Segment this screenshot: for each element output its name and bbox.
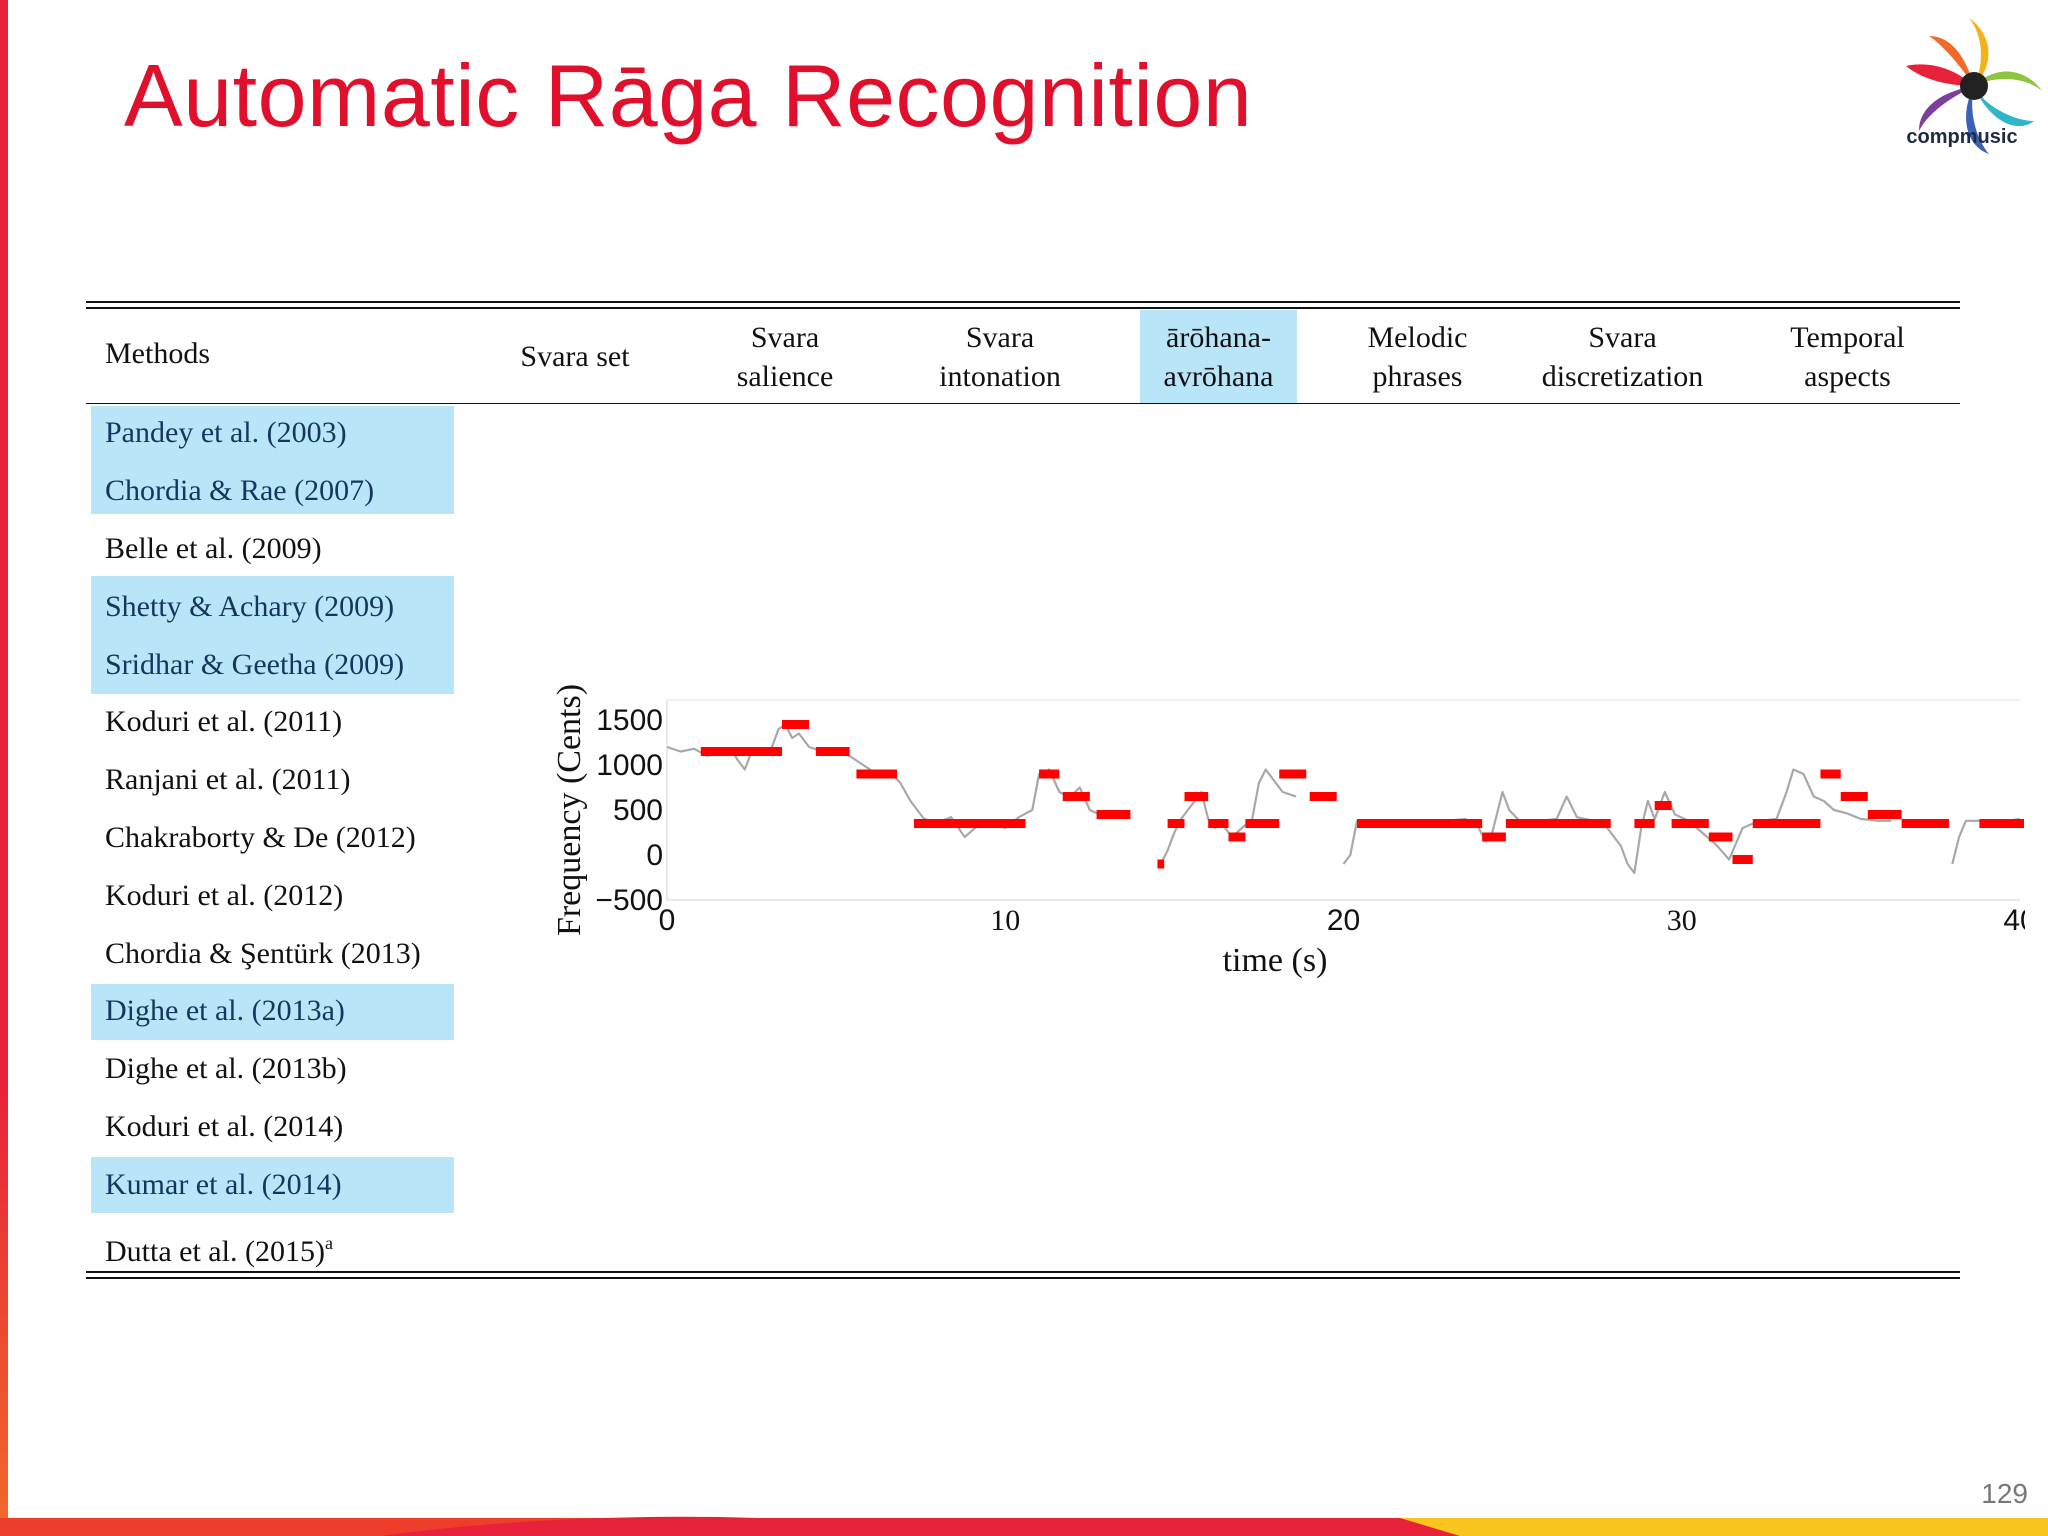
header-svara-salience: Svara salience [736, 321, 834, 393]
svara-segment-bar [1901, 819, 1949, 828]
y-tick-label: 500 [613, 794, 663, 827]
x-tick-label: 40 [2003, 904, 2025, 937]
method-name: Dutta et al. (2015) [105, 1235, 325, 1268]
method-row: Chordia & Rae (2007) [105, 474, 375, 507]
y-tick-label: 1000 [596, 749, 663, 782]
svara-segment-bar [1708, 832, 1733, 842]
method-row: Dighe et al. (2013a) [105, 994, 345, 1027]
x-tick-label: 20 [1327, 904, 1360, 937]
svara-segment-bar [1062, 792, 1090, 801]
header-arohana-avrohana: ārōhana- avrōhana [1163, 321, 1274, 393]
x-tick-label: 10 [990, 904, 1020, 937]
method-row: Sridhar & Geetha (2009) [105, 648, 405, 681]
svara-segment-bar [1309, 792, 1337, 801]
bottom-decoration [0, 1516, 2048, 1536]
svara-segment-bar [1184, 792, 1209, 801]
method-row: Belle et al. (2009) [105, 532, 322, 565]
method-row: Ranjani et al. (2011) [105, 763, 351, 796]
footnote-marker: a [324, 1233, 333, 1253]
method-highlight-group [91, 576, 454, 694]
x-tick-label: 0 [659, 904, 676, 937]
x-tick-label: 30 [1667, 904, 1697, 937]
page-number: 129 [1981, 1478, 2028, 1509]
svara-segment-bar [815, 747, 850, 756]
svara-segment-bar [1208, 819, 1229, 828]
method-highlight-group [91, 984, 454, 1040]
svara-segment-bar [1157, 859, 1165, 869]
method-row: Dutta et al. (2015)a [105, 1223, 333, 1272]
header-svara-set: Svara set [520, 340, 630, 373]
y-tick-label: −500 [595, 884, 663, 917]
svara-segment-bar [1634, 819, 1655, 828]
svara-segment-bar [1357, 819, 1483, 828]
svara-segment-bar [1482, 832, 1506, 842]
logo-pinwheel [1906, 18, 2042, 154]
svara-segment-bar [1654, 801, 1672, 810]
svara-segment-bar [1096, 810, 1131, 819]
svara-segment-bar [1820, 769, 1841, 779]
table-top-rule-2 [86, 307, 1960, 309]
svara-segment-bar [700, 747, 783, 756]
header-methods: Methods [105, 337, 210, 370]
y-tick-label: 1500 [596, 704, 663, 737]
header-svara-discretization: Svara discretization [1541, 321, 1704, 393]
method-row: Koduri et al. (2012) [105, 879, 344, 912]
y-axis-label: Frequency (Cents) [551, 684, 588, 936]
x-axis-label: time (s) [1223, 942, 1328, 979]
svara-segment-bar [913, 819, 1026, 828]
method-row: Shetty & Achary (2009) [105, 590, 395, 623]
method-row: Koduri et al. (2014) [105, 1110, 344, 1143]
svara-segment-bar [1671, 819, 1709, 828]
slide-title: Automatic Rāga Recognition [124, 46, 1253, 145]
svara-segment-bar [1245, 819, 1280, 828]
svara-segment-bar [1039, 769, 1060, 779]
svara-segment-bar [1505, 819, 1611, 828]
header-temporal-aspects: Temporal aspects [1790, 321, 1905, 393]
svara-segment-bar [1867, 810, 1902, 819]
svara-segment-bar [1979, 819, 2024, 828]
compmusic-logo-icon [1906, 18, 2042, 154]
method-row: Chordia & Şentürk (2013) [105, 937, 421, 970]
table-header-rule [86, 403, 1960, 404]
arohana-header-highlight [1140, 310, 1297, 403]
pitch-contour-line [666, 723, 1104, 839]
header-melodic-phrases: Melodic phrases [1367, 321, 1468, 393]
table-bottom-rule-2 [86, 1277, 1960, 1279]
svara-segment-bar [1228, 832, 1246, 842]
method-row: Kumar et al. (2014) [105, 1168, 342, 1201]
svara-segment-bar [1732, 855, 1753, 864]
method-highlight-group [91, 1157, 454, 1213]
svara-segment-bar [1840, 792, 1868, 801]
method-highlight-group [91, 406, 454, 514]
svara-segment-bar [1279, 769, 1307, 779]
table-bottom-rule [86, 1271, 1960, 1273]
table-top-rule [86, 301, 1960, 303]
svara-segment-bar [1167, 819, 1185, 828]
method-row: Chakraborty & De (2012) [105, 821, 416, 854]
pitch-contour-line [1159, 768, 1297, 865]
svara-segment-bar [856, 769, 898, 779]
logo-text: compmusic [1906, 126, 2018, 148]
header-svara-intonation: Svara intonation [939, 321, 1061, 393]
svara-segment-bar [1752, 819, 1821, 828]
svara-segment-bar [782, 720, 810, 729]
y-tick-label: 0 [646, 839, 663, 872]
method-row: Pandey et al. (2003) [105, 416, 347, 449]
pitch-contour-line [1342, 768, 1892, 875]
method-row: Koduri et al. (2011) [105, 705, 343, 738]
method-row: Dighe et al. (2013b) [105, 1052, 347, 1085]
left-accent-bar [0, 0, 8, 1536]
